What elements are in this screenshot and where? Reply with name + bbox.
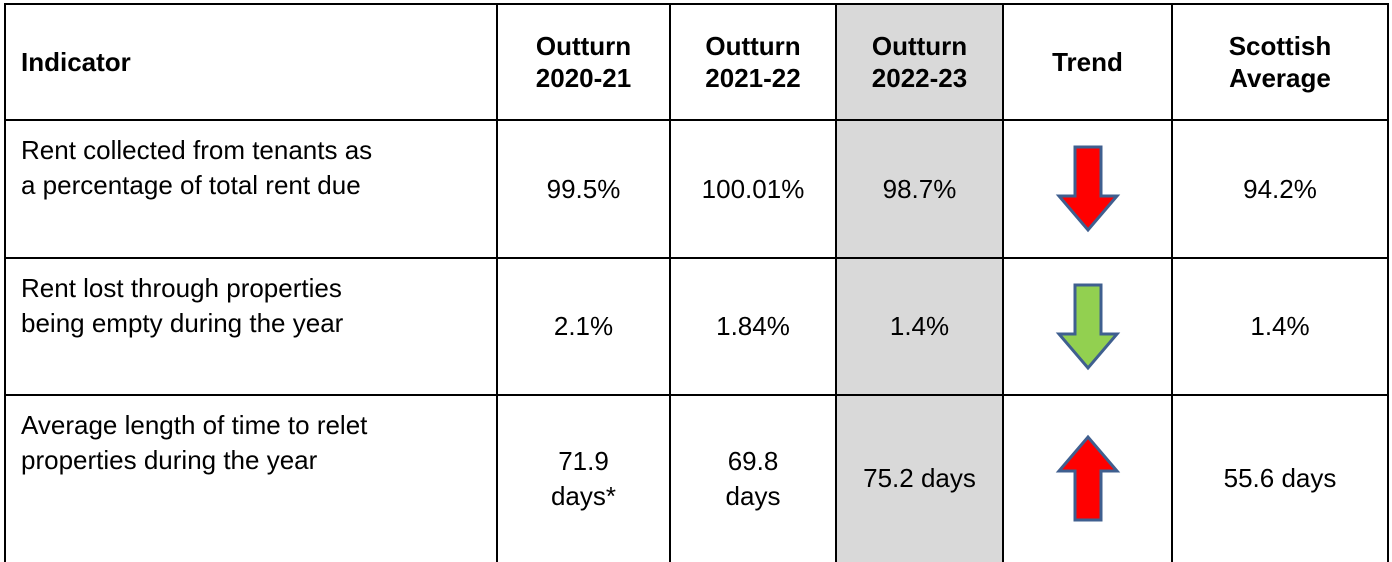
cell-text: 69.8	[727, 445, 779, 476]
table-cell: Average length of time to relet propertie…	[5, 395, 497, 562]
column-border	[835, 3, 837, 562]
cell-text: 1.4%	[889, 311, 950, 341]
arrow-shape	[1055, 283, 1120, 370]
trend-arrow	[1055, 283, 1120, 370]
table-cell: 55.6 days	[1172, 395, 1388, 562]
cell-text: 94.2%	[1243, 173, 1317, 204]
table-cell: 71.9 days*	[497, 395, 670, 562]
cell-text: 98.7%	[882, 173, 957, 204]
table-cell: Rent lost through properties being empty …	[5, 258, 497, 395]
table-cell: Scottish Average	[1172, 4, 1388, 120]
trend-arrow	[1055, 434, 1120, 521]
cell-text: 99.5%	[546, 173, 621, 204]
cell-text: 2020-21	[535, 63, 632, 93]
row-border	[5, 119, 1389, 121]
cell-text: Scottish	[1228, 31, 1332, 61]
cell-text: 2.1%	[553, 311, 614, 341]
table-cell: Trend	[1003, 4, 1172, 120]
table-cell: 100.01%	[670, 120, 836, 258]
table-cell: 1.84%	[670, 258, 836, 395]
trend-arrow	[1055, 145, 1120, 233]
table-cell: 2.1%	[497, 258, 670, 395]
cell-text: Outturn	[535, 31, 632, 61]
cell-text: being empty during the year	[21, 308, 344, 338]
cell-text: 71.9	[558, 445, 609, 476]
cell-text: 1.4%	[1250, 311, 1310, 341]
cell-text: 2021-22	[705, 63, 801, 93]
cell-text: 1.84%	[716, 311, 790, 341]
cell-text: days*	[550, 480, 617, 511]
cell-text: Outturn	[705, 31, 801, 61]
table-cell: 75.2 days	[836, 395, 1003, 562]
table-cell: 99.5%	[497, 120, 670, 258]
cell-text: Indicator	[21, 47, 131, 77]
table-cell: Outturn 2022-23	[836, 4, 1003, 120]
cell-text: Outturn	[871, 31, 968, 61]
cell-text: properties during the year	[21, 445, 318, 475]
table-cell: 1.4%	[836, 258, 1003, 395]
cell-text: 2022-23	[871, 63, 968, 93]
column-border	[1002, 3, 1004, 562]
cell-text: 55.6 days	[1223, 463, 1337, 493]
table-cell: 98.7%	[836, 120, 1003, 258]
table-cell: Outturn 2020-21	[497, 4, 670, 120]
cell-text: Rent collected from tenants as	[21, 135, 373, 165]
table-cell: 94.2%	[1172, 120, 1388, 258]
column-border	[1387, 3, 1389, 562]
row-border	[5, 257, 1389, 259]
cell-text: Average	[1229, 63, 1331, 93]
column-border	[4, 3, 6, 562]
column-border	[669, 3, 671, 562]
column-border	[1171, 3, 1173, 562]
arrow-shape	[1055, 145, 1120, 233]
row-border	[5, 394, 1389, 396]
table-cell: Indicator	[5, 4, 497, 120]
table-cell: 1.4%	[1172, 258, 1388, 395]
cell-text: Trend	[1052, 47, 1123, 77]
cell-text: a percentage of total rent due	[21, 170, 361, 200]
table-cell: 69.8 days	[670, 395, 836, 562]
cell-text: days	[725, 480, 781, 511]
cell-text: Average length of time to relet	[21, 410, 368, 440]
column-border	[496, 3, 498, 562]
cell-text: 100.01%	[701, 173, 805, 204]
cell-text: Rent lost through properties	[21, 273, 342, 303]
table-cell: Rent collected from tenants as a percenta…	[5, 120, 497, 258]
cell-text: 75.2 days	[863, 463, 976, 493]
row-border	[5, 3, 1389, 5]
table-cell: Outturn 2021-22	[670, 4, 836, 120]
arrow-shape	[1055, 434, 1120, 521]
highlight-column	[836, 4, 1003, 562]
